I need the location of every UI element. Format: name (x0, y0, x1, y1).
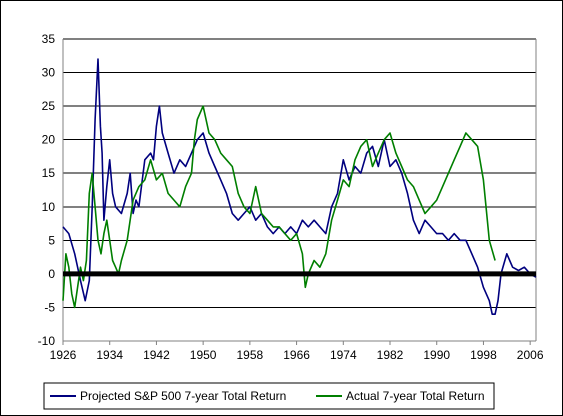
x-tick-label: 1942 (143, 348, 170, 362)
x-tick-label: 1958 (237, 348, 264, 362)
legend-label-2: Actual 7-year Total Return (346, 389, 485, 403)
x-tick-label: 2006 (517, 348, 544, 362)
legend-box (43, 382, 495, 410)
series-line-1 (62, 58, 537, 316)
gridlines (62, 38, 537, 342)
y-tick-label: 35 (42, 32, 56, 46)
y-tick-label: 30 (42, 66, 56, 80)
y-tick-label: 20 (42, 133, 56, 147)
y-tick-label: 10 (42, 200, 56, 214)
y-tick-label: 5 (48, 233, 55, 247)
x-tick-label: 1950 (190, 348, 217, 362)
x-axis-ticks: 1926 1934 1942 1950 1958 1966 1974 1982 1990 1998… (50, 341, 544, 362)
legend-label-1: Projected S&P 500 7-year Total Return (80, 389, 286, 403)
x-tick-label: 1934 (96, 348, 123, 362)
x-tick-label: 1982 (377, 348, 404, 362)
y-tick-label: 0 (48, 267, 55, 281)
x-tick-label: 1998 (470, 348, 497, 362)
series-line-2 (62, 105, 496, 309)
x-tick-label: 1974 (330, 348, 357, 362)
x-tick-label: 1990 (423, 348, 450, 362)
y-tick-label: -10 (38, 334, 56, 348)
y-axis-ticks: -10 -5 0 5 10 15 20 25 30 35 (38, 32, 56, 348)
series-lines (62, 58, 537, 316)
x-tick-label: 1966 (283, 348, 310, 362)
y-tick-label: 25 (42, 99, 56, 113)
legend: Projected S&P 500 7-year Total Return Act… (43, 382, 495, 410)
x-tick-label: 1926 (50, 348, 77, 362)
y-tick-label: -5 (44, 300, 55, 314)
y-tick-label: 15 (42, 166, 56, 180)
